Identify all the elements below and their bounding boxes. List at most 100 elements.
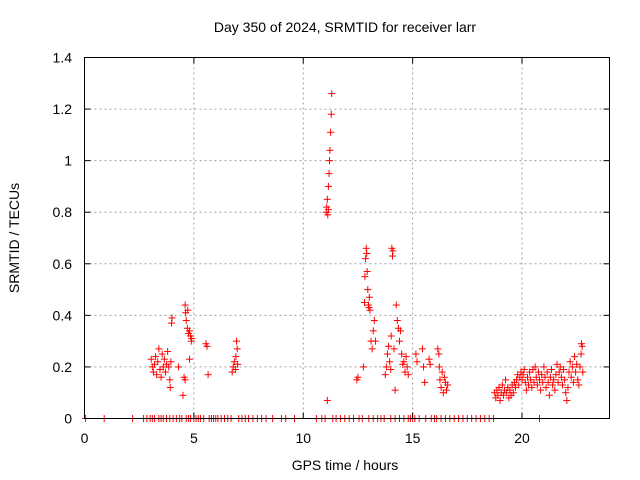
data-point [550, 376, 558, 384]
data-point [555, 368, 563, 376]
data-point [434, 345, 442, 353]
plot-frame [84, 57, 610, 419]
data-point [540, 363, 548, 371]
data-point [418, 345, 426, 353]
data-point [563, 396, 571, 404]
data-point [182, 317, 190, 325]
data-point [363, 249, 371, 257]
data-point [577, 350, 585, 358]
data-point [436, 376, 444, 384]
data-point [391, 386, 399, 394]
data-point [231, 366, 239, 374]
data-point [359, 363, 367, 371]
data-points [82, 90, 587, 422]
data-point [160, 355, 168, 363]
data-point [387, 366, 395, 374]
data-point [404, 371, 412, 379]
data-point [234, 360, 242, 368]
data-point [181, 301, 189, 309]
y-tick-label: 1.4 [53, 50, 73, 66]
data-point [392, 301, 400, 309]
data-point [564, 384, 572, 392]
data-point [327, 128, 335, 136]
data-point [575, 381, 583, 389]
data-point [179, 391, 187, 399]
data-point [542, 384, 550, 392]
data-point [326, 146, 334, 154]
data-point [361, 298, 368, 306]
data-point [154, 358, 162, 366]
data-point [233, 337, 241, 345]
data-point [413, 358, 421, 366]
data-point [386, 358, 394, 366]
data-point [543, 368, 551, 376]
data-point [509, 389, 517, 397]
data-point [164, 347, 172, 355]
data-point [537, 386, 545, 394]
x-tick-label: 0 [81, 430, 89, 446]
data-point [365, 293, 373, 301]
data-point [567, 373, 575, 381]
data-point [155, 345, 163, 353]
data-point [515, 381, 523, 389]
data-point [368, 345, 376, 353]
data-point [188, 335, 196, 343]
data-point [327, 110, 335, 118]
data-point [371, 337, 379, 345]
y-tick-label: 0.2 [53, 359, 73, 375]
data-point [522, 386, 530, 394]
data-point [520, 366, 528, 374]
data-point [403, 363, 411, 371]
data-point [396, 337, 403, 345]
data-point [574, 376, 582, 384]
data-point [364, 286, 372, 294]
data-point [438, 368, 446, 376]
data-point [385, 342, 393, 350]
data-point [158, 350, 166, 358]
data-point [361, 273, 369, 281]
data-point [203, 342, 211, 350]
data-point [544, 378, 552, 386]
data-point [325, 170, 333, 178]
data-point [496, 396, 504, 404]
data-point [167, 358, 175, 366]
x-tick-labels: 0 5 10 15 20 [81, 430, 530, 446]
data-point [435, 350, 443, 358]
y-tick-label: 0 [64, 411, 72, 427]
data-point [175, 363, 183, 371]
y-tick-label: 0.4 [53, 307, 73, 323]
data-point [323, 195, 331, 203]
data-point [420, 363, 428, 371]
x-axis-label: GPS time / hours [292, 457, 399, 473]
data-point [444, 381, 452, 389]
data-point [370, 317, 378, 325]
data-point [558, 381, 566, 389]
y-tick-labels: 0 0.2 0.4 0.6 0.8 1 1.2 1.4 [53, 50, 73, 427]
y-tick-label: 0.6 [53, 256, 73, 272]
data-point [324, 206, 332, 214]
data-point [383, 350, 391, 358]
data-point [397, 327, 405, 335]
data-point [165, 363, 173, 371]
data-point [426, 360, 434, 368]
data-point [443, 386, 451, 394]
data-point [568, 363, 576, 371]
x-tick-label: 5 [190, 430, 198, 446]
data-point [328, 90, 336, 98]
data-point [572, 368, 580, 376]
data-point [571, 353, 578, 361]
data-point [186, 355, 193, 363]
data-point [166, 384, 174, 392]
x-tick-label: 20 [514, 430, 530, 446]
data-point [382, 363, 390, 371]
data-point [545, 391, 553, 399]
data-point [233, 345, 241, 353]
data-point [186, 327, 193, 335]
data-point [363, 268, 371, 276]
data-point [421, 378, 429, 386]
data-point [166, 376, 174, 384]
data-point [184, 306, 192, 314]
data-point [554, 378, 562, 386]
data-point [565, 368, 573, 376]
data-point [576, 363, 584, 371]
